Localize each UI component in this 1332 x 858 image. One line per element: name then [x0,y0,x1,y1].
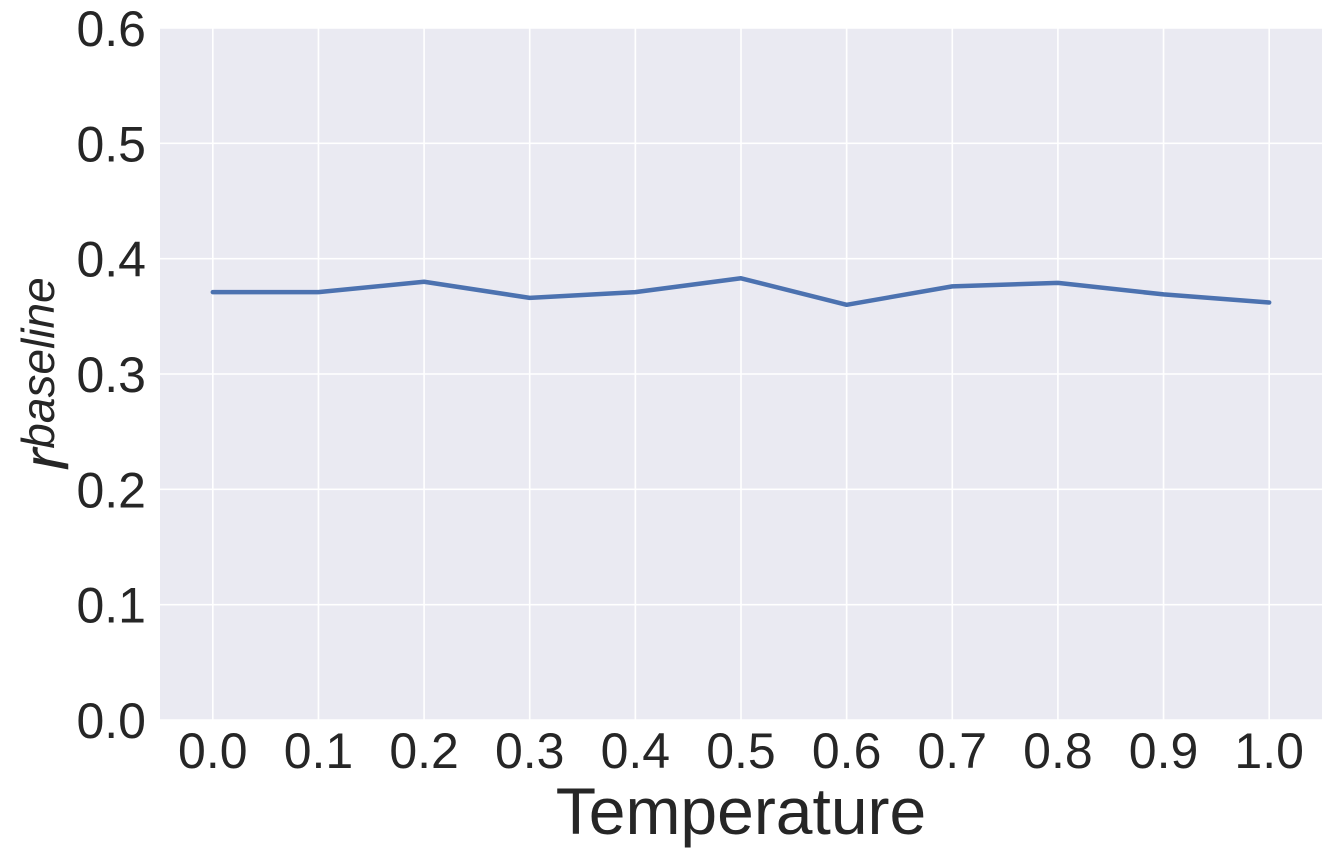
y-tick-labels: 0.0 0.1 0.2 0.3 0.4 0.5 0.6 [76,1,146,749]
x-tick-label: 0.6 [812,723,882,779]
x-tick-label: 0.9 [1129,723,1199,779]
y-tick-label: 0.5 [76,116,146,172]
x-tick-label: 0.2 [389,723,459,779]
y-tick-label: 0.0 [76,693,146,749]
x-tick-label: 1.0 [1234,723,1304,779]
x-tick-labels: 0.0 0.1 0.2 0.3 0.4 0.5 0.6 0.7 0.8 0.9 1.0 [178,723,1304,779]
y-axis-title-main: r [8,446,82,471]
x-tick-label: 0.3 [495,723,565,779]
y-tick-label: 0.2 [76,462,146,518]
x-tick-label: 0.5 [706,723,776,779]
y-axis-title-subscript: baseline [12,277,64,448]
y-axis-title: rbaseline [8,277,82,470]
x-axis-title: Temperature [556,774,927,848]
x-tick-label: 0.8 [1023,723,1093,779]
y-tick-label: 0.3 [76,347,146,403]
y-tick-label: 0.4 [76,232,146,288]
grid-lines [160,27,1322,721]
y-tick-label: 0.6 [76,1,146,57]
x-tick-label: 0.0 [178,723,248,779]
x-tick-label: 0.7 [918,723,988,779]
x-tick-label: 0.4 [601,723,671,779]
series-layer [210,276,1272,308]
y-tick-label: 0.1 [76,578,146,634]
x-tick-label: 0.1 [284,723,354,779]
